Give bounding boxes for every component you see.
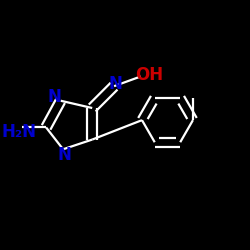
Text: N: N [108, 75, 122, 93]
Text: N: N [57, 146, 71, 164]
Text: N: N [48, 88, 62, 106]
Text: OH: OH [135, 66, 163, 84]
Text: H₂N: H₂N [2, 123, 37, 141]
